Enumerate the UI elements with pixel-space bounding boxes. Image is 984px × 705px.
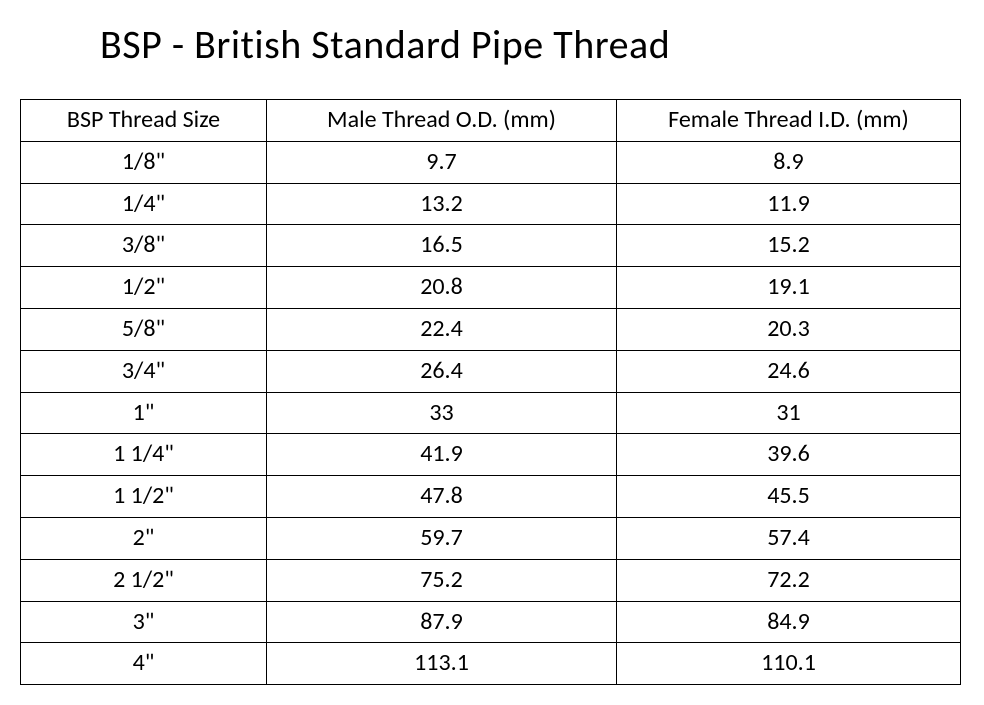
cell-size: 2 1/2": [21, 559, 267, 601]
cell-male-od: 22.4: [267, 308, 617, 350]
cell-male-od: 75.2: [267, 559, 617, 601]
table-row: 4" 113.1 110.1: [21, 643, 961, 685]
cell-male-od: 13.2: [267, 183, 617, 225]
bsp-thread-table: BSP Thread Size Male Thread O.D. (mm) Fe…: [20, 99, 961, 685]
cell-female-id: 31: [617, 392, 961, 434]
cell-female-id: 110.1: [617, 643, 961, 685]
cell-female-id: 39.6: [617, 434, 961, 476]
table-row: 3/4" 26.4 24.6: [21, 350, 961, 392]
cell-size: 1 1/4": [21, 434, 267, 476]
table-row: 5/8" 22.4 20.3: [21, 308, 961, 350]
col-header-size: BSP Thread Size: [21, 100, 267, 142]
cell-size: 3/8": [21, 225, 267, 267]
table-row: 1 1/2" 47.8 45.5: [21, 476, 961, 518]
cell-size: 2": [21, 517, 267, 559]
cell-female-id: 20.3: [617, 308, 961, 350]
table-row: 1/8" 9.7 8.9: [21, 141, 961, 183]
col-header-female-id: Female Thread I.D. (mm): [617, 100, 961, 142]
cell-size: 5/8": [21, 308, 267, 350]
cell-male-od: 26.4: [267, 350, 617, 392]
cell-female-id: 72.2: [617, 559, 961, 601]
cell-size: 1": [21, 392, 267, 434]
table-row: 3/8" 16.5 15.2: [21, 225, 961, 267]
cell-male-od: 59.7: [267, 517, 617, 559]
table-row: 2" 59.7 57.4: [21, 517, 961, 559]
table-row: 1 1/4" 41.9 39.6: [21, 434, 961, 476]
cell-male-od: 113.1: [267, 643, 617, 685]
cell-size: 1/4": [21, 183, 267, 225]
table-body: 1/8" 9.7 8.9 1/4" 13.2 11.9 3/8" 16.5 15…: [21, 141, 961, 684]
page-title: BSP - British Standard Pipe Thread: [100, 20, 964, 69]
cell-female-id: 57.4: [617, 517, 961, 559]
cell-female-id: 15.2: [617, 225, 961, 267]
cell-female-id: 8.9: [617, 141, 961, 183]
cell-female-id: 84.9: [617, 601, 961, 643]
cell-size: 1 1/2": [21, 476, 267, 518]
cell-male-od: 9.7: [267, 141, 617, 183]
cell-male-od: 33: [267, 392, 617, 434]
cell-size: 3/4": [21, 350, 267, 392]
table-header: BSP Thread Size Male Thread O.D. (mm) Fe…: [21, 100, 961, 142]
cell-size: 1/8": [21, 141, 267, 183]
col-header-male-od: Male Thread O.D. (mm): [267, 100, 617, 142]
cell-male-od: 47.8: [267, 476, 617, 518]
table-row: 1/2" 20.8 19.1: [21, 267, 961, 309]
cell-female-id: 45.5: [617, 476, 961, 518]
cell-female-id: 11.9: [617, 183, 961, 225]
cell-female-id: 19.1: [617, 267, 961, 309]
table-header-row: BSP Thread Size Male Thread O.D. (mm) Fe…: [21, 100, 961, 142]
table-row: 2 1/2" 75.2 72.2: [21, 559, 961, 601]
table-row: 3" 87.9 84.9: [21, 601, 961, 643]
page-container: BSP - British Standard Pipe Thread BSP T…: [0, 0, 984, 705]
table-row: 1/4" 13.2 11.9: [21, 183, 961, 225]
cell-female-id: 24.6: [617, 350, 961, 392]
table-row: 1" 33 31: [21, 392, 961, 434]
cell-male-od: 41.9: [267, 434, 617, 476]
cell-size: 4": [21, 643, 267, 685]
cell-male-od: 87.9: [267, 601, 617, 643]
cell-size: 1/2": [21, 267, 267, 309]
cell-male-od: 16.5: [267, 225, 617, 267]
cell-size: 3": [21, 601, 267, 643]
cell-male-od: 20.8: [267, 267, 617, 309]
